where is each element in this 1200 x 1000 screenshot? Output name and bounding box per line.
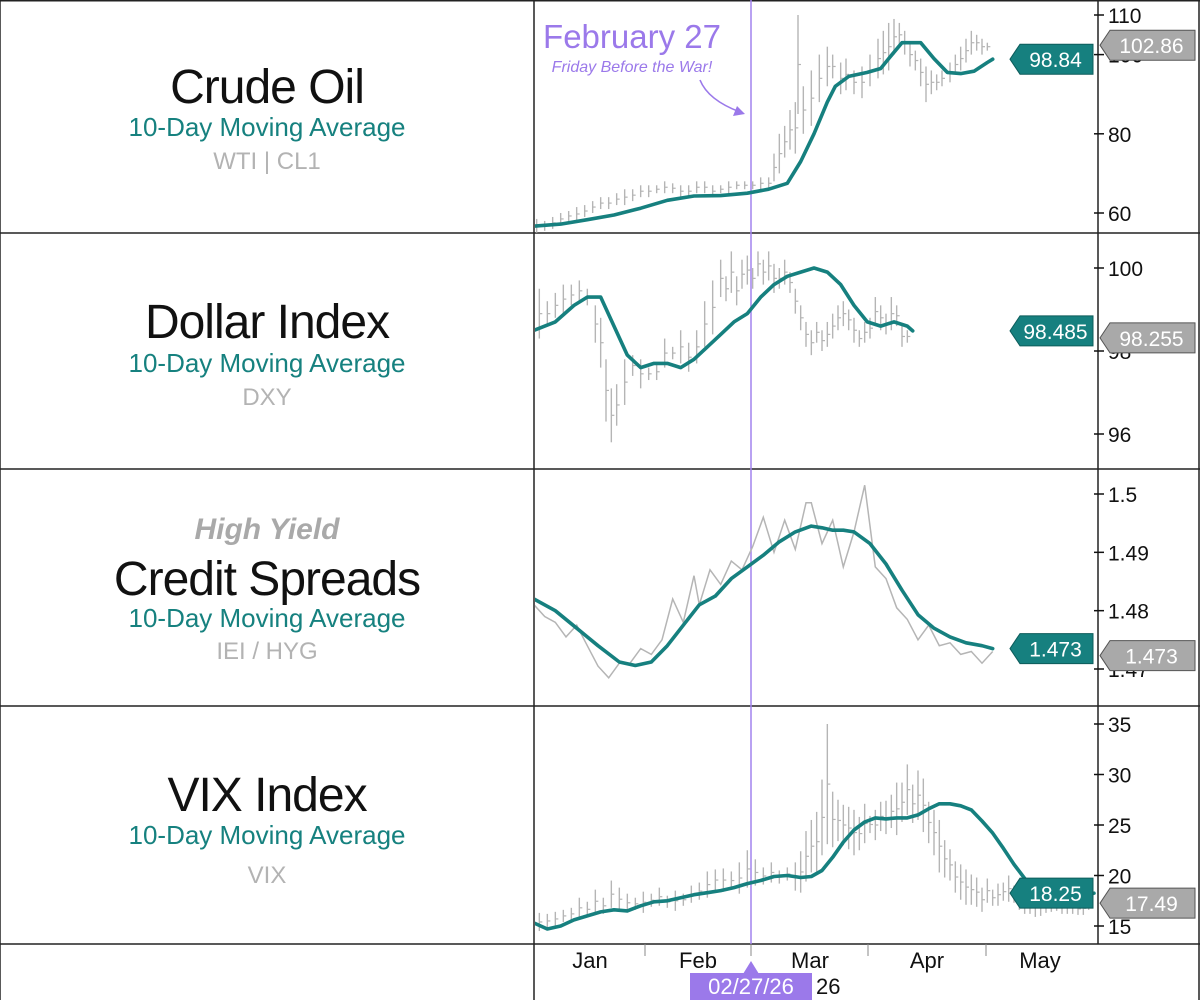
last-ma-tag-bg: [1009, 877, 1094, 909]
event-title: February 27: [543, 18, 721, 55]
x-tick-jan: Jan: [572, 948, 607, 973]
vix-title: VIX Index: [167, 769, 367, 822]
last-ma-tag-bg: [1009, 43, 1094, 75]
x-tick-apr: Apr: [910, 948, 944, 973]
last-price-tag: 102.86: [1119, 35, 1183, 58]
y-tick-label: 96: [1108, 424, 1131, 447]
event-arrowhead-icon: [733, 106, 745, 116]
plot-area: [535, 251, 915, 443]
last-price-tag-bg: [1099, 640, 1196, 672]
dollar-index-ticker: DXY: [242, 384, 292, 411]
last-ma-tag: 1.473: [1029, 639, 1082, 662]
crude-oil-ticker: WTI | CL1: [213, 148, 321, 175]
last-ma-tag-bg: [1009, 315, 1094, 347]
plot-area: [535, 724, 1096, 932]
last-price-tag: 17.49: [1125, 893, 1178, 916]
event-subtitle: Friday Before the War!: [552, 59, 713, 76]
dollar-index-title: Dollar Index: [144, 296, 390, 349]
plot-area: [535, 485, 995, 679]
date-tag: 02/27/26: [708, 974, 794, 999]
y-tick-label: 30: [1108, 765, 1131, 788]
last-ma-tag-bg: [1009, 633, 1094, 665]
vix-subtitle: 10-Day Moving Average: [128, 820, 406, 850]
y-tick-label: 25: [1108, 815, 1131, 838]
dollar-index-subtitle: 10-Day Moving Average: [128, 348, 406, 378]
y-tick-label: 110: [1108, 5, 1141, 28]
credit-spreads-subtitle: 10-Day Moving Average: [128, 603, 406, 633]
event-arrow-icon: [699, 79, 741, 113]
year-label: 26: [816, 974, 840, 999]
x-tick-may: May: [1019, 948, 1061, 973]
date-tag-bg: [690, 973, 812, 1000]
last-ma-tag: 98.485: [1023, 321, 1087, 344]
y-tick-label: 1.5: [1108, 484, 1137, 507]
price-line: [535, 485, 994, 679]
credit-spreads-title: Credit Spreads: [113, 553, 421, 606]
date-tag-pointer: [743, 961, 759, 974]
last-price-tag: 98.255: [1119, 328, 1183, 351]
panel-3: 15 20 25 30 35 17.49 18.25: [535, 714, 1196, 939]
last-price-tag-bg: [1099, 29, 1196, 61]
y-tick-label: 1.49: [1108, 542, 1149, 565]
last-ma-tag: 98.84: [1029, 49, 1082, 72]
y-tick-label: 100: [1108, 258, 1143, 281]
panels: 6080100110102.8698.84969810098.25598.485…: [535, 5, 1196, 939]
moving-average-line: [535, 266, 915, 370]
last-price-tag-bg: [1099, 322, 1196, 354]
last-price-tag: 1.473: [1125, 646, 1178, 669]
y-tick-label: 80: [1108, 124, 1131, 147]
last-price-tag-bg: [1099, 887, 1196, 919]
credit-spreads-ticker: IEI / HYG: [216, 638, 318, 665]
last-ma-tag: 18.25: [1029, 883, 1082, 906]
x-tick-mar: Mar: [791, 948, 829, 973]
moving-average-line: [535, 524, 995, 668]
crude-oil-title: Crude Oil: [170, 61, 365, 114]
y-tick-label: 35: [1108, 714, 1131, 737]
y-tick-label: 60: [1108, 203, 1131, 226]
moving-average-line: [535, 802, 1096, 931]
x-tick-feb: Feb: [679, 948, 717, 973]
plot-area: [535, 15, 995, 233]
credit-spreads-pretitle: High Yield: [194, 513, 340, 546]
y-tick-label: 15: [1108, 916, 1131, 939]
moving-average-line: [535, 40, 995, 228]
crude-oil-subtitle: 10-Day Moving Average: [128, 112, 406, 142]
y-tick-label: 20: [1108, 866, 1131, 889]
y-tick-label: 1.48: [1108, 601, 1149, 624]
vix-ticker: VIX: [247, 862, 287, 889]
